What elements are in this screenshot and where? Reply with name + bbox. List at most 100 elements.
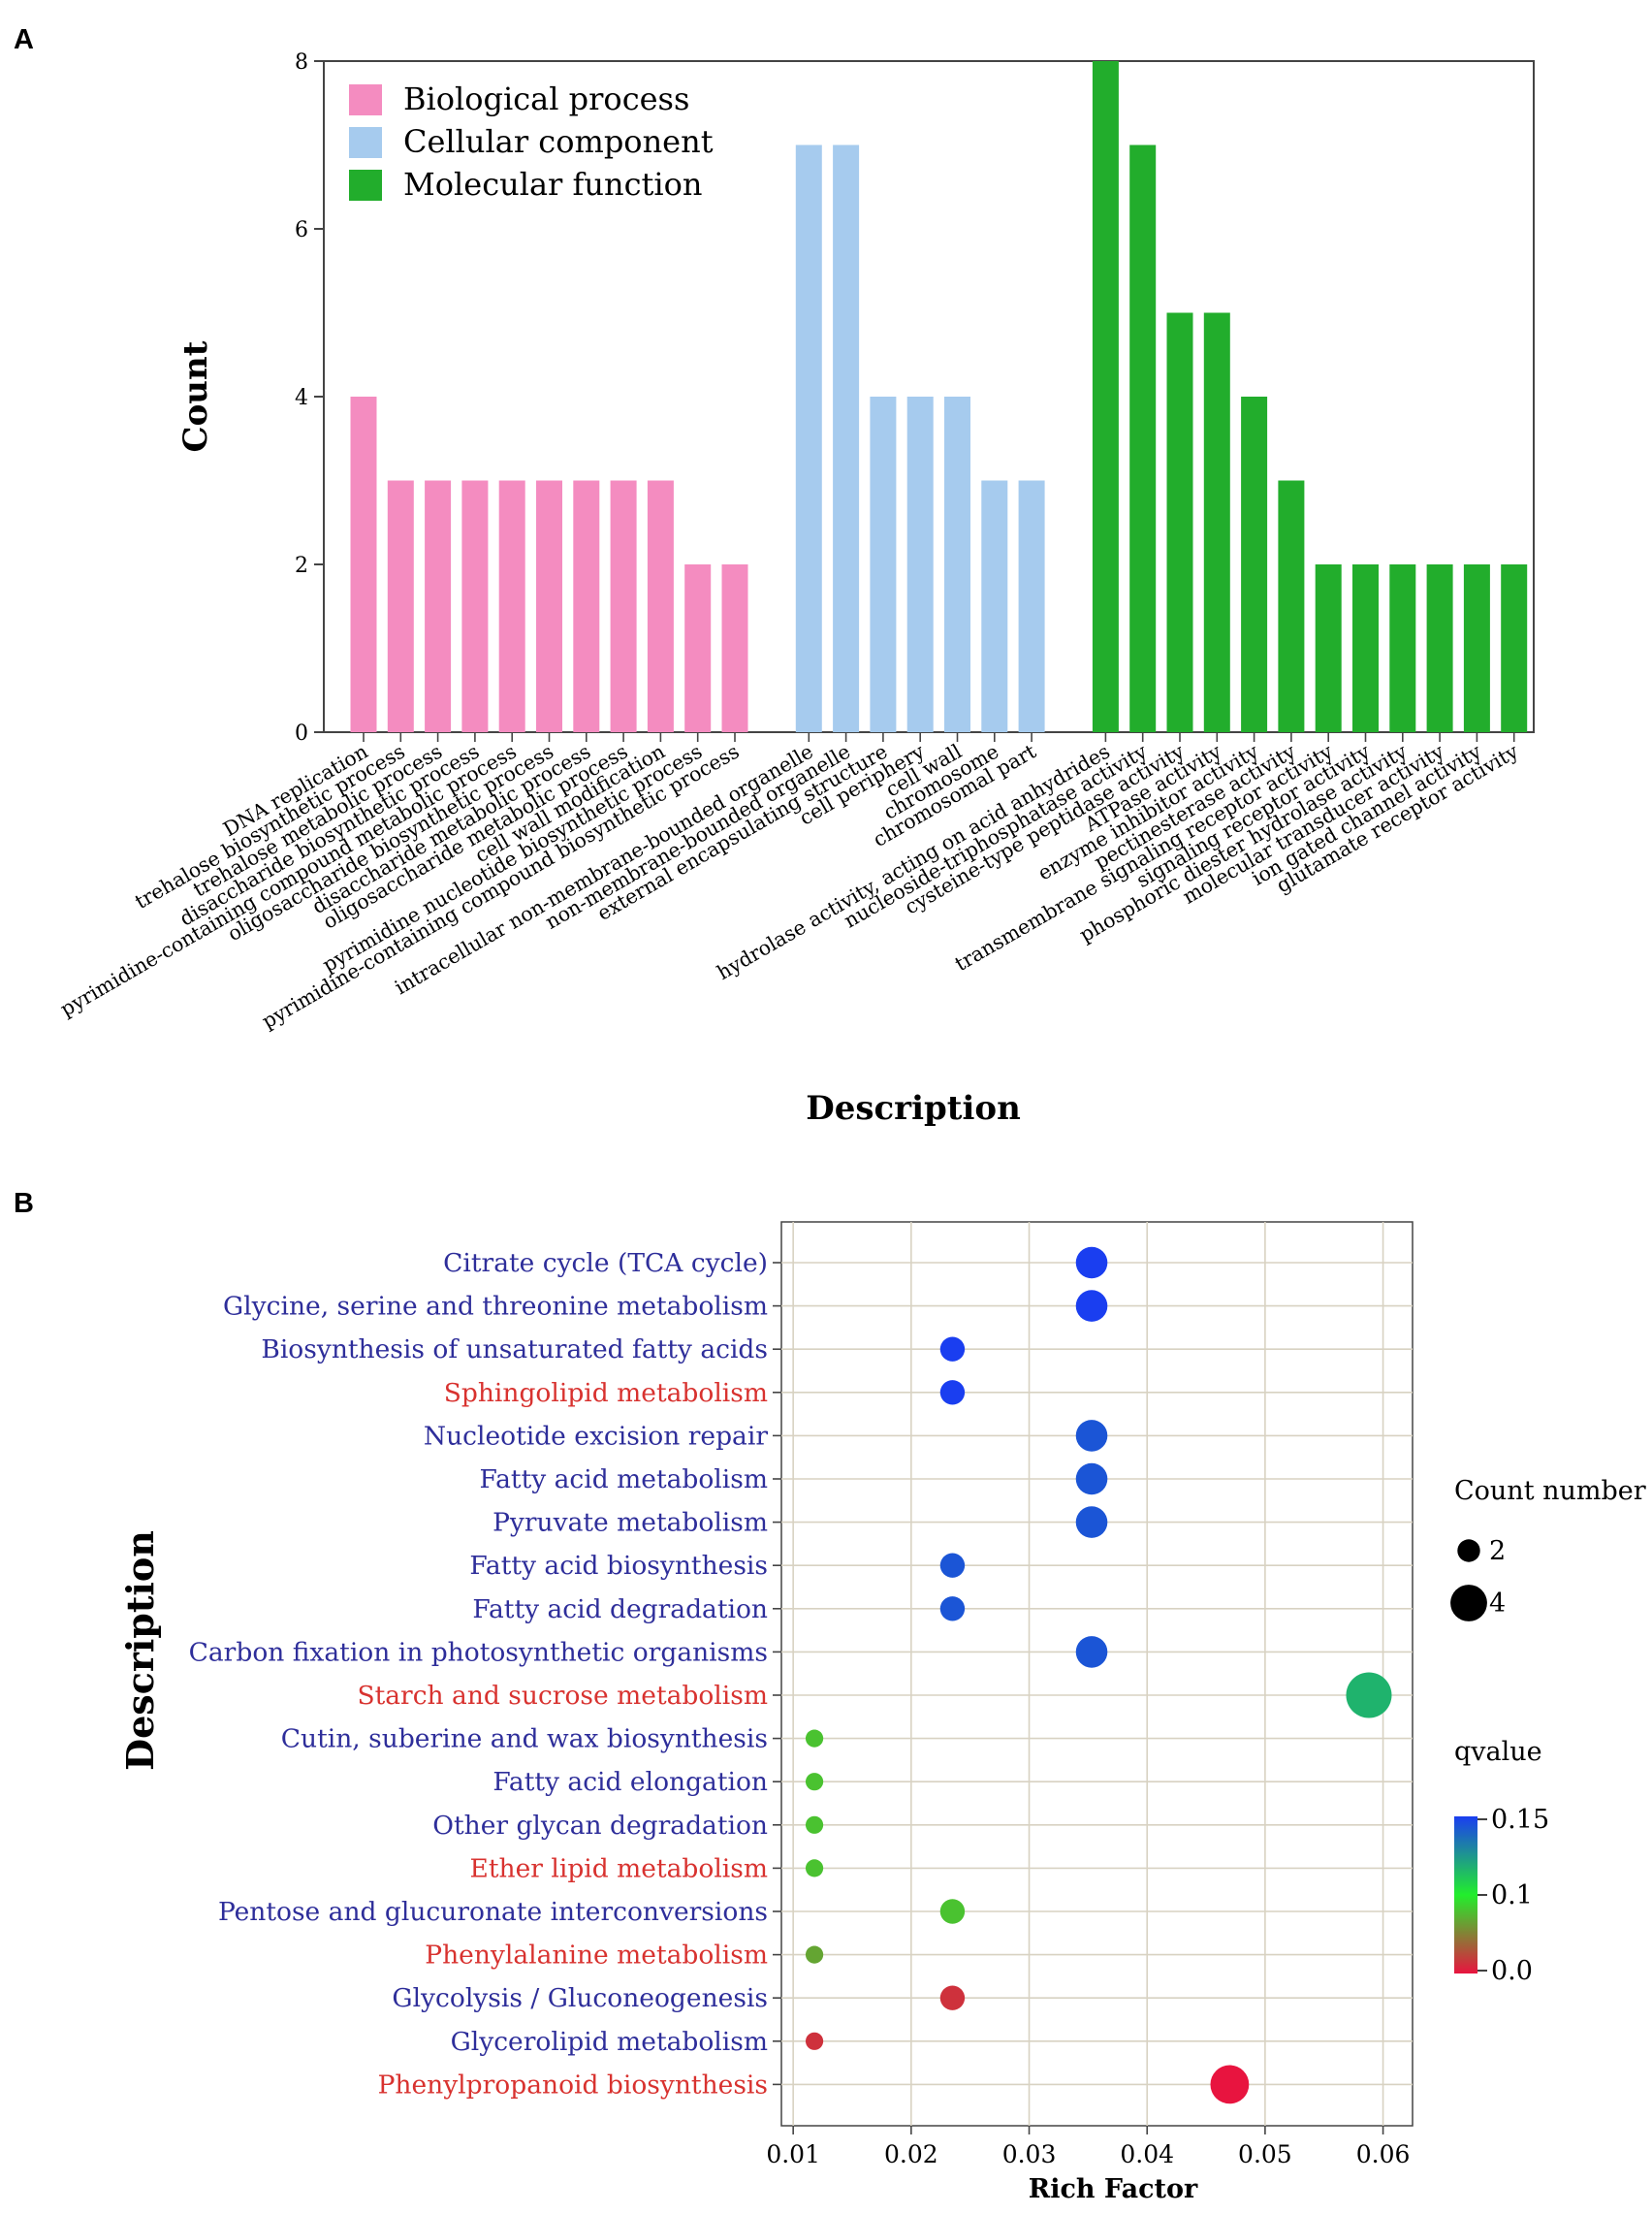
bar xyxy=(1315,564,1342,732)
y-tick-label: Starch and sucrose metabolism xyxy=(357,1681,768,1711)
y-tick-label: 2 xyxy=(295,554,308,578)
y-tick-label: Fatty acid metabolism xyxy=(480,1464,768,1494)
bar xyxy=(573,480,600,732)
size-legend-dot xyxy=(1450,1585,1487,1621)
bars xyxy=(350,61,1528,732)
size-legend-title: Count number xyxy=(1454,1476,1646,1506)
y-tick-label: Ether lipid metabolism xyxy=(470,1853,768,1883)
panel-b-label: B xyxy=(14,1188,34,1219)
bar xyxy=(721,564,748,732)
dot xyxy=(939,1596,966,1621)
bar xyxy=(1463,564,1490,732)
bar xyxy=(498,480,525,732)
dot xyxy=(939,1899,966,1924)
y-tick-label: Biosynthesis of unsaturated fatty acids xyxy=(261,1334,768,1364)
x-tick-label: 0.02 xyxy=(884,2140,938,2168)
colorbar-tick-label: 0.0 xyxy=(1491,1956,1533,1986)
dot xyxy=(805,1815,824,1834)
bar xyxy=(536,480,562,732)
colorbar-tick-label: 0.15 xyxy=(1491,1805,1549,1835)
x-tick-label: 0.03 xyxy=(1002,2140,1057,2168)
dot xyxy=(1075,1506,1108,1538)
y-tick-label: Nucleotide excision repair xyxy=(424,1421,768,1451)
size-legend-dot xyxy=(1457,1539,1480,1562)
y-axis-title: Description xyxy=(118,1530,162,1771)
y-tick-label: Phenylpropanoid biosynthesis xyxy=(378,2070,768,2100)
dot xyxy=(805,1859,824,1877)
y-tick-label: 4 xyxy=(295,386,308,410)
x-axis-title: Description xyxy=(806,1089,1021,1128)
bar xyxy=(795,144,822,732)
legend-label: Biological process xyxy=(403,80,689,117)
legend: Biological process Cellular component Mole… xyxy=(349,80,714,203)
bar xyxy=(1092,61,1119,732)
y-tick-label: Fatty acid elongation xyxy=(492,1767,768,1797)
panel-a-label: A xyxy=(14,24,34,55)
y-tick-label: Citrate cycle (TCA cycle) xyxy=(443,1248,768,1278)
colorbar-ticks: 0.15 0.1 0.0 xyxy=(1477,1805,1549,1986)
y-tick-label: Other glycan degradation xyxy=(432,1811,768,1841)
dot xyxy=(805,1729,824,1748)
y-tick-label: Cutin, suberine and wax biosynthesis xyxy=(281,1724,768,1754)
qvalue-colorbar xyxy=(1454,1816,1477,1973)
legend-swatch xyxy=(349,84,382,115)
y-tick-label: Fatty acid degradation xyxy=(472,1594,768,1624)
size-legend-label: 2 xyxy=(1489,1536,1506,1566)
y-tick-label: 0 xyxy=(295,722,308,746)
dot xyxy=(939,1380,966,1405)
y-tick-label: Glycolysis / Gluconeogenesis xyxy=(392,1983,768,2013)
y-tick-label: Glycine, serine and threonine metabolism xyxy=(223,1292,768,1322)
dot xyxy=(805,2032,824,2050)
bar xyxy=(1501,564,1528,732)
y-tick-label: Glycerolipid metabolism xyxy=(451,2027,768,2057)
bar xyxy=(1426,564,1453,732)
y-tick-label: Pyruvate metabolism xyxy=(492,1508,768,1538)
colorbar-tick-label: 0.1 xyxy=(1491,1880,1533,1910)
dot xyxy=(939,1336,966,1362)
bar xyxy=(1203,312,1230,732)
dot xyxy=(1346,1672,1392,1718)
bar xyxy=(906,397,934,732)
y-axis: Citrate cycle (TCA cycle) Glycine, serine… xyxy=(189,1248,781,2100)
y-tick-label: 8 xyxy=(295,50,308,75)
y-tick-label: 6 xyxy=(295,218,308,242)
bar xyxy=(647,480,674,732)
dot xyxy=(805,1773,824,1791)
bar xyxy=(610,480,637,732)
y-axis: 0 2 4 6 8 xyxy=(295,50,324,746)
legend-swatch xyxy=(349,127,382,158)
dot xyxy=(1075,1636,1108,1668)
bar xyxy=(1241,397,1268,732)
dot xyxy=(1075,1246,1108,1279)
y-axis-title: Count xyxy=(176,340,215,452)
dot xyxy=(805,1945,824,1964)
bar xyxy=(833,144,860,732)
y-tick-label: Pentose and glucuronate interconversions xyxy=(218,1897,768,1927)
bar xyxy=(1018,480,1045,732)
dot xyxy=(939,1985,966,2010)
x-tick-label: 0.04 xyxy=(1120,2140,1174,2168)
legend-swatch xyxy=(349,170,382,201)
y-tick-label: Fatty acid biosynthesis xyxy=(469,1551,768,1581)
x-tick-label: 0.06 xyxy=(1356,2140,1411,2168)
dot xyxy=(939,1553,966,1578)
size-legend: 24 xyxy=(1450,1536,1506,1621)
bar xyxy=(1166,312,1193,732)
bar xyxy=(1389,564,1416,732)
legend-label: Molecular function xyxy=(403,166,702,203)
dots xyxy=(805,1246,1392,2104)
size-legend-label: 4 xyxy=(1489,1588,1506,1619)
bar xyxy=(461,480,489,732)
bar xyxy=(870,397,897,732)
bar xyxy=(684,564,712,732)
dot-plot-frame xyxy=(780,1221,1414,2127)
bar xyxy=(944,397,970,732)
legend-label: Cellular component xyxy=(403,123,714,160)
bar xyxy=(1278,480,1305,732)
x-axis-title: Rich Factor xyxy=(1029,2174,1198,2204)
dot xyxy=(1210,2065,1250,2104)
bar xyxy=(425,480,452,732)
